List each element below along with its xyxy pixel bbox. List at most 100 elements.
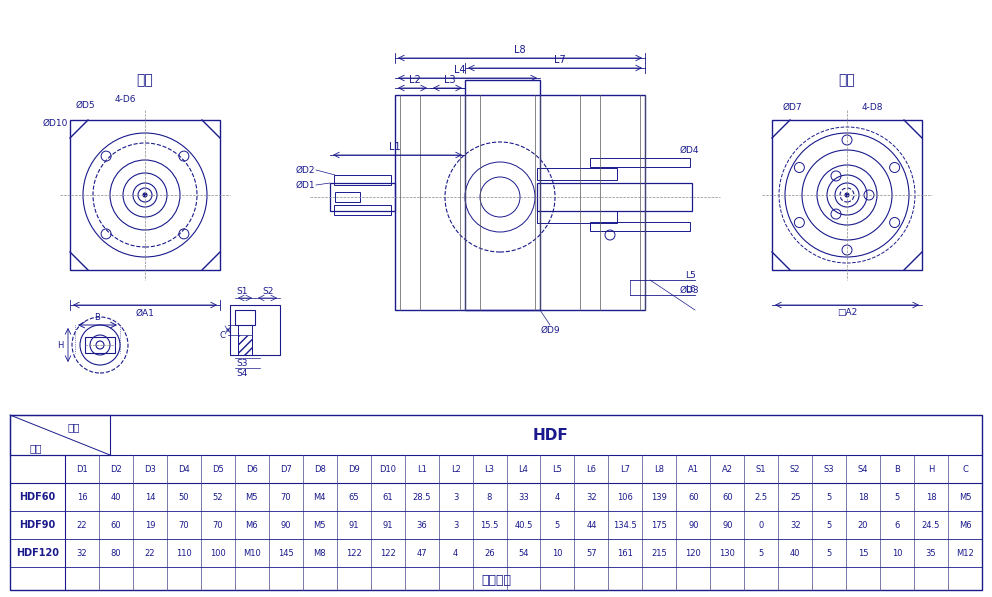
Text: 33: 33 [518,493,529,501]
Bar [537,183,692,211]
Text: L3: L3 [484,464,495,473]
Text: S4: S4 [858,464,868,473]
Text: M5: M5 [959,493,971,501]
Text: 61: 61 [382,493,393,501]
Text: HDF90: HDF90 [20,520,56,530]
Bar [330,183,395,211]
Text: S2: S2 [262,288,274,297]
Text: 122: 122 [380,549,396,558]
Text: 52: 52 [212,493,223,501]
Text: 5: 5 [555,521,560,530]
Bar [395,95,645,310]
Bar [334,175,391,185]
Text: 22: 22 [145,549,155,558]
Text: 80: 80 [111,549,121,558]
Text: 输出: 输出 [137,73,154,87]
Bar [590,158,690,167]
Text: S2: S2 [790,464,801,473]
Text: 175: 175 [652,521,668,530]
Text: B: B [894,464,900,473]
Text: 90: 90 [281,521,291,530]
Text: 5: 5 [826,521,831,530]
Text: 215: 215 [652,549,668,558]
Text: 32: 32 [76,549,87,558]
Text: 18: 18 [858,493,868,501]
Text: 8: 8 [487,493,492,501]
Text: D7: D7 [280,464,292,473]
Bar [238,325,252,355]
Text: L4: L4 [519,464,529,473]
Text: HDF: HDF [532,427,567,442]
Text: 5: 5 [895,493,900,501]
Text: 57: 57 [586,549,597,558]
Text: L2: L2 [409,75,421,85]
Text: H: H [928,464,934,473]
Text: 22: 22 [76,521,87,530]
Text: 60: 60 [722,493,732,501]
Text: 70: 70 [179,521,189,530]
Text: L1: L1 [417,464,427,473]
Text: 161: 161 [617,549,633,558]
Text: 输入: 输入 [838,73,855,87]
Text: 3: 3 [453,493,458,501]
Text: ØD3: ØD3 [680,285,699,294]
Text: ØD10: ØD10 [43,118,67,128]
Text: □A2: □A2 [837,309,857,318]
Text: C: C [219,331,225,340]
Text: 60: 60 [688,493,698,501]
Text: L3: L3 [444,75,455,85]
Bar [10,415,982,590]
Text: 2.5: 2.5 [755,493,768,501]
Text: 50: 50 [179,493,189,501]
Text: S4: S4 [236,368,248,377]
Text: M6: M6 [245,521,258,530]
Text: L1: L1 [389,142,401,152]
Text: 70: 70 [212,521,223,530]
Text: D6: D6 [246,464,258,473]
Text: 145: 145 [278,549,294,558]
Text: 40.5: 40.5 [514,521,533,530]
Bar [335,192,360,202]
Text: 60: 60 [111,521,121,530]
Text: ØD2: ØD2 [296,165,315,174]
Text: 91: 91 [382,521,393,530]
Text: 24.5: 24.5 [922,521,940,530]
Text: D2: D2 [110,464,122,473]
Text: 26: 26 [484,549,495,558]
Text: ØD5: ØD5 [75,100,95,109]
Bar [235,310,255,325]
Text: 110: 110 [176,549,191,558]
Text: L2: L2 [450,464,460,473]
Text: HDF60: HDF60 [20,492,56,502]
Text: 100: 100 [210,549,226,558]
Text: D3: D3 [144,464,156,473]
Bar [70,120,220,270]
Text: M8: M8 [313,549,326,558]
Text: M12: M12 [956,549,974,558]
Text: D8: D8 [313,464,325,473]
Text: 10: 10 [553,549,562,558]
Text: 15: 15 [858,549,868,558]
Bar [465,80,540,310]
Bar [537,211,617,223]
Text: D10: D10 [379,464,396,473]
Text: 4-D6: 4-D6 [114,96,136,104]
Text: 70: 70 [281,493,291,501]
Text: 10: 10 [892,549,903,558]
Text: ØD1: ØD1 [296,180,315,189]
Bar [238,335,252,355]
Text: M6: M6 [958,521,971,530]
Text: ØD9: ØD9 [541,325,559,334]
Text: 18: 18 [926,493,936,501]
Text: L4: L4 [454,65,466,75]
Circle shape [143,193,147,197]
Text: L8: L8 [514,45,526,55]
Text: 139: 139 [652,493,668,501]
Text: 65: 65 [348,493,359,501]
Text: 32: 32 [790,521,801,530]
Text: 代号: 代号 [67,422,80,432]
Bar [772,120,922,270]
Text: 16: 16 [76,493,87,501]
Text: S1: S1 [236,288,248,297]
Text: ØD4: ØD4 [680,146,699,155]
